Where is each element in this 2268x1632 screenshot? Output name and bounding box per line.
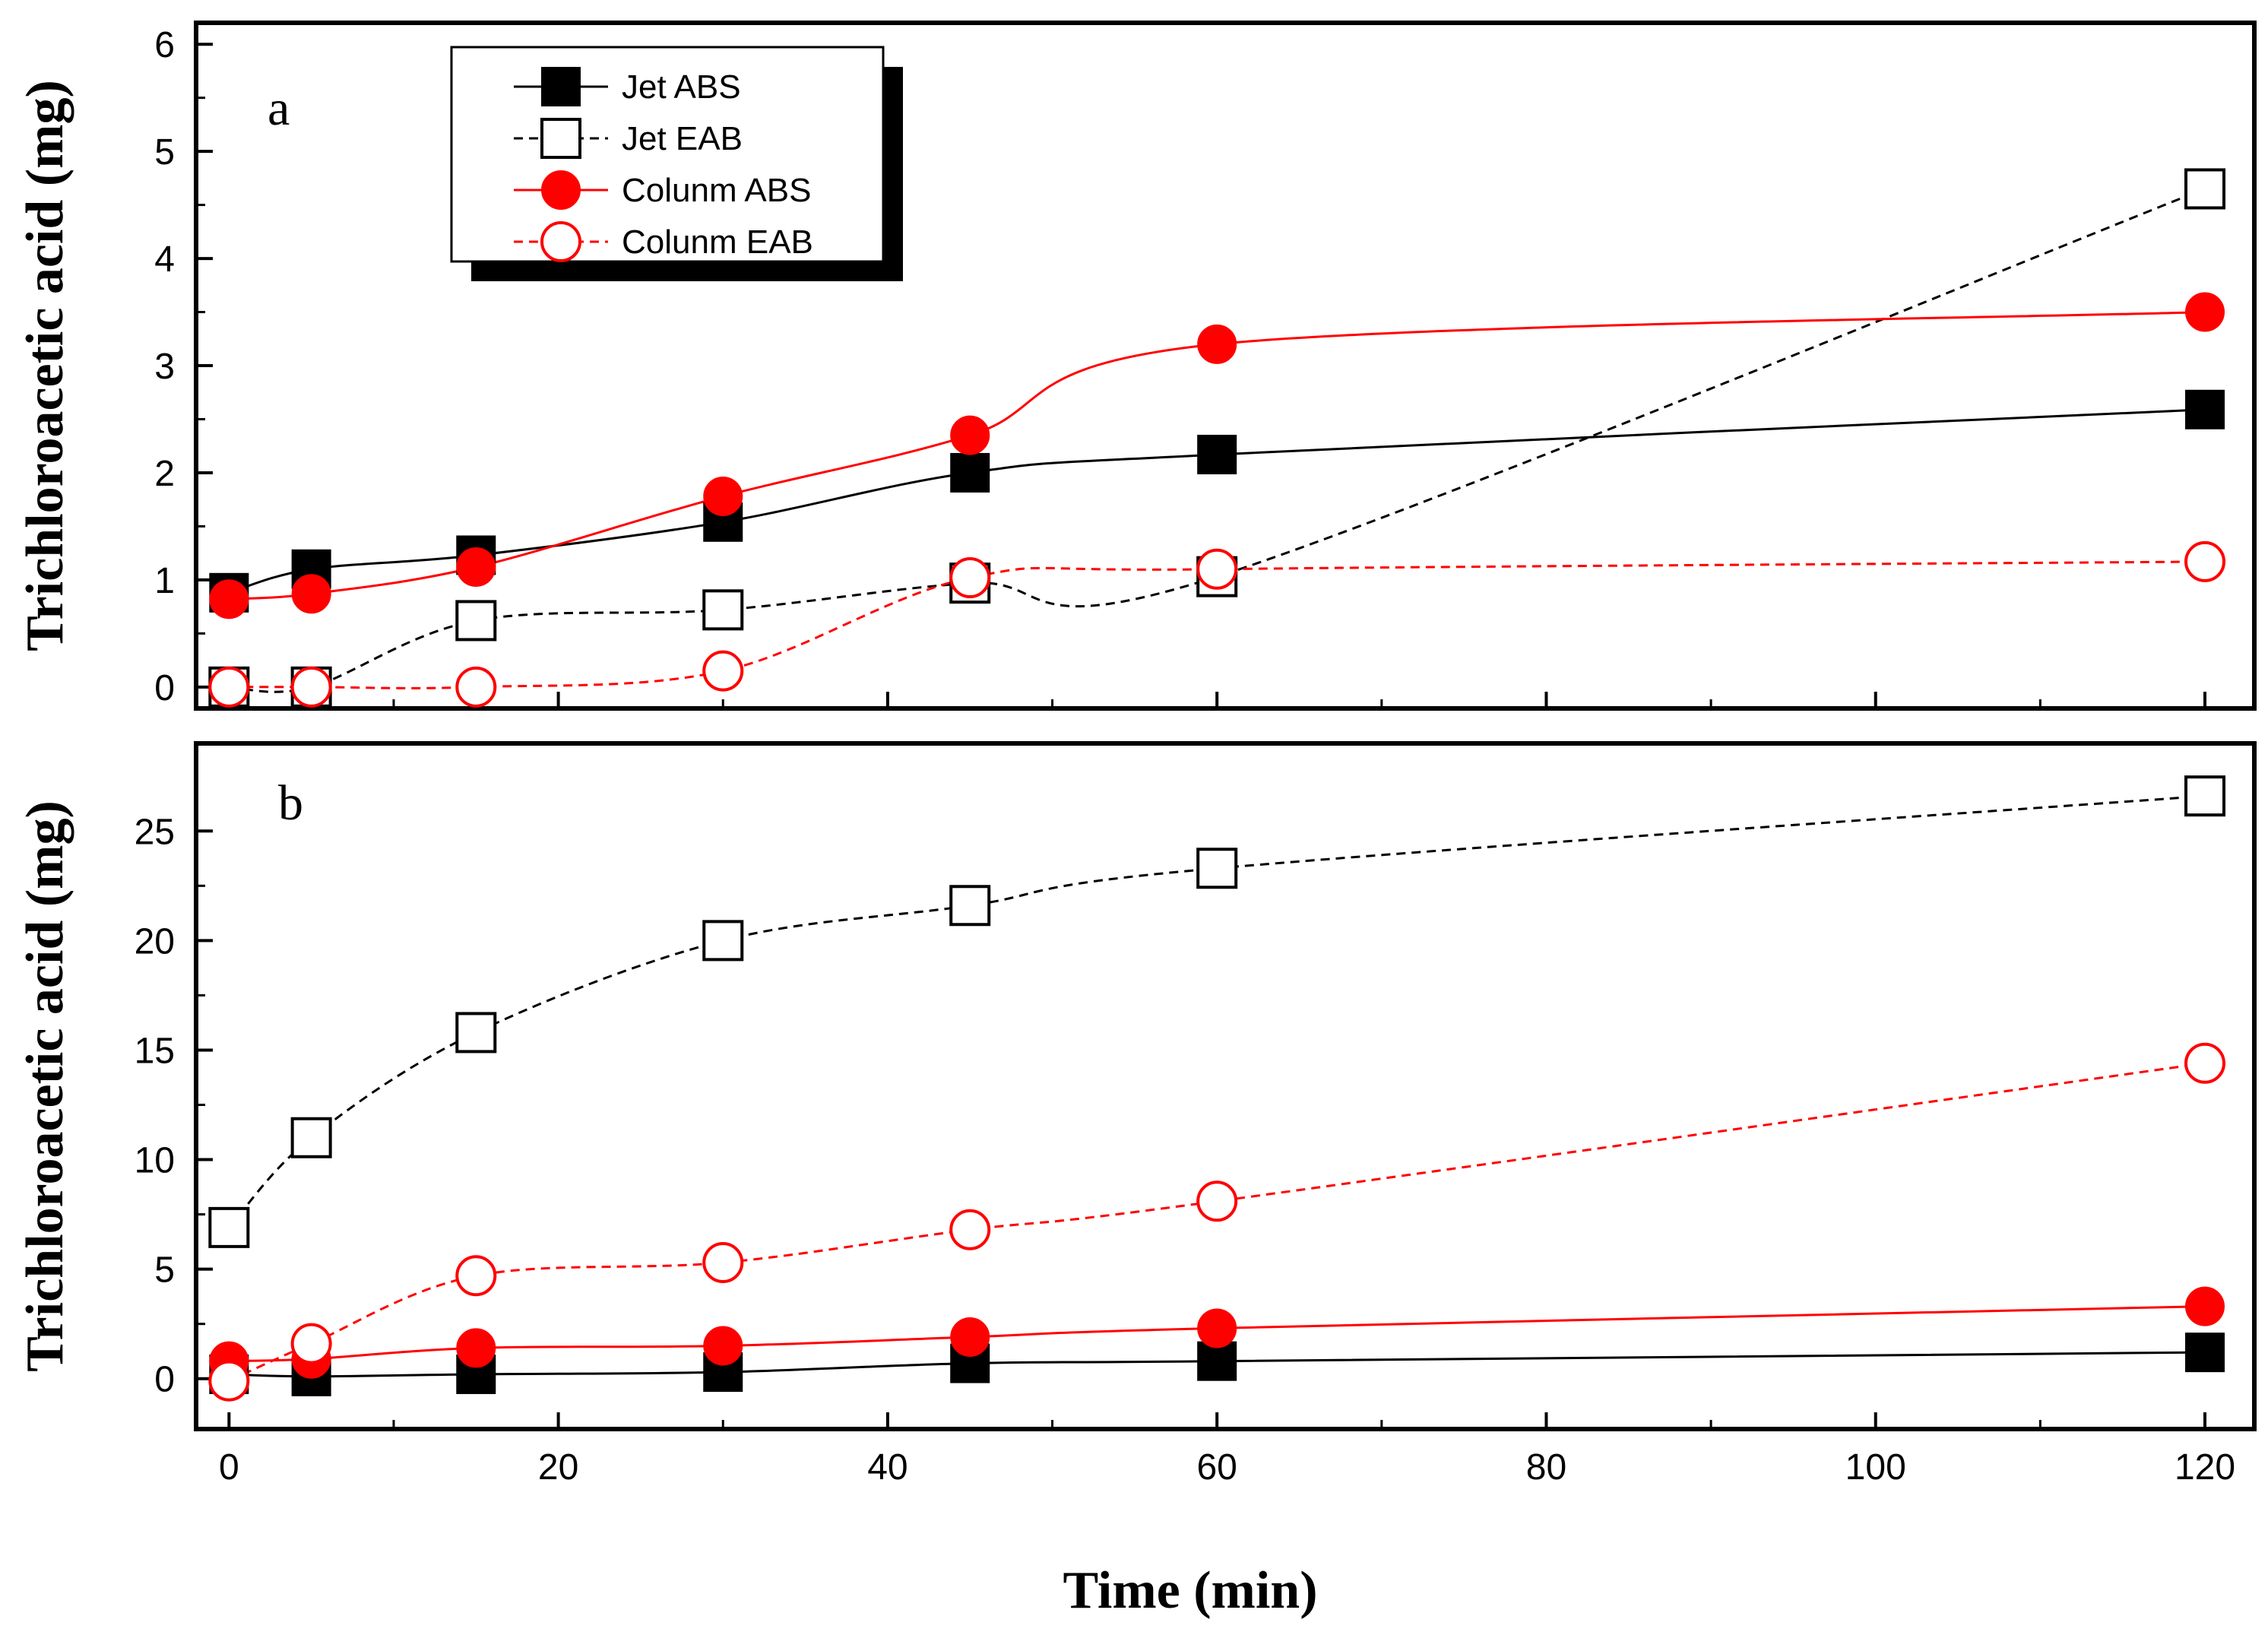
- panel-a-point-colunm-abs: [2185, 292, 2225, 332]
- panel-a-line-colunm-abs: [229, 311, 2206, 601]
- panel-b-point-colunm-abs: [2185, 1286, 2225, 1326]
- panel-b-x-tick-label: 120: [2175, 1447, 2235, 1488]
- panel-b-point-jet-eab: [455, 1012, 497, 1054]
- panel-b-point-colunm-abs: [456, 1328, 496, 1368]
- panel-b-point-colunm-eab: [702, 1241, 744, 1283]
- panel-a-point-colunm-eab: [208, 666, 250, 708]
- panel-a-point-colunm-eab: [455, 666, 497, 708]
- panel-a-y-tick-label: 4: [154, 239, 175, 280]
- panel-b-point-colunm-eab: [1196, 1180, 1238, 1222]
- panel-b-line-jet-eab: [228, 794, 2206, 1228]
- panel-a-point-colunm-eab: [290, 666, 332, 708]
- legend-box: [450, 46, 885, 263]
- x-axis-title: Time (min): [1063, 1561, 1317, 1620]
- legend-label-jet-abs: Jet ABS: [622, 68, 741, 106]
- panel-a-point-colunm-eab: [949, 557, 991, 599]
- panel-a-point-colunm-abs: [291, 574, 331, 614]
- panel-b-point-jet-eab: [702, 920, 744, 962]
- panel-b-y-tick-label: 5: [154, 1250, 175, 1291]
- panel-a-line-jet-eab: [229, 188, 2206, 693]
- panel-a-point-jet-abs: [2185, 389, 2225, 429]
- panel-b-x-tick-label: 20: [538, 1447, 578, 1488]
- panel-a-line-colunm-eab: [229, 560, 2206, 689]
- panel-b-markers: [208, 775, 2226, 1402]
- panel-a-y-tick-label: 0: [154, 668, 175, 708]
- panel-a-point-colunm-abs: [456, 547, 496, 587]
- panel-a-y-axis-title: Trichloroacetic acid (mg): [16, 80, 74, 651]
- legend: Jet ABS Jet EAB Colunm ABS Colunm EAB: [450, 46, 903, 281]
- legend-label-colunm-eab: Colunm EAB: [622, 223, 813, 261]
- panel-b-line-colunm-abs: [229, 1305, 2206, 1363]
- panel-b-x-tick-label: 0: [219, 1447, 239, 1488]
- panel-b-y-tick-label: 10: [135, 1141, 175, 1181]
- panel-b-y-tick-label: 15: [135, 1031, 175, 1071]
- panel-b-point-jet-eab: [949, 885, 991, 927]
- legend-marker-jet-eab: [540, 118, 581, 159]
- panel-b-frame: [194, 741, 2257, 1431]
- legend-marker-colunm-eab: [540, 221, 581, 262]
- panel-a-y-tick-label: 3: [154, 347, 175, 387]
- panel-a-point-colunm-eab: [702, 650, 744, 692]
- panel-a-y-tick-label: 5: [154, 132, 175, 173]
- panel-b-point-colunm-abs: [1197, 1308, 1237, 1348]
- panel-b-series-lines: [228, 794, 2206, 1382]
- panel-b-ticks: 0 20 40 60 80 100 120 0 5 10 15 20 25: [135, 812, 2235, 1488]
- panel-b-point-jet-abs: [1197, 1341, 1237, 1381]
- panel-b-point-colunm-abs: [950, 1317, 990, 1357]
- panel-b-point-jet-eab: [1196, 848, 1238, 889]
- panel-b-x-tick-label: 100: [1845, 1447, 1906, 1488]
- panel-b-point-colunm-eab: [455, 1255, 497, 1297]
- panel-a-point-jet-eab: [702, 589, 744, 631]
- panel-a-point-colunm-eab: [2184, 540, 2226, 582]
- panel-b-letter: b: [278, 775, 303, 831]
- panel-b-y-tick-label: 25: [135, 812, 175, 852]
- panel-b-point-colunm-eab: [290, 1323, 332, 1364]
- legend-marker-colunm-abs: [541, 170, 581, 210]
- panel-a-point-jet-abs: [1197, 434, 1237, 474]
- panel-a-point-colunm-abs: [1197, 324, 1237, 364]
- panel-b-y-axis-title: Trichloroacetic acid (mg): [16, 800, 74, 1372]
- panel-b-x-tick-label: 40: [867, 1447, 908, 1488]
- panel-b-point-jet-eab: [290, 1117, 332, 1158]
- panel-a-point-colunm-eab: [1196, 548, 1238, 590]
- legend-marker-jet-abs: [541, 67, 581, 106]
- panel-b-point-jet-abs: [2185, 1333, 2225, 1373]
- legend-entries: Jet ABS Jet EAB Colunm ABS Colunm EAB: [514, 67, 813, 262]
- panel-a: 0 1 2 3 4 5 6 a Jet ABS Jet EAB Colunm ABS Colunm…: [16, 21, 2257, 711]
- panel-b: 0 20 40 60 80 100 120 0 5 10 15 20 25 b Trichloroace…: [16, 741, 2257, 1488]
- panel-b-line-jet-abs: [229, 1351, 2206, 1378]
- legend-label-jet-eab: Jet EAB: [622, 120, 743, 157]
- panel-b-point-jet-eab: [208, 1206, 250, 1248]
- panel-a-markers: [208, 168, 2226, 708]
- panel-b-point-colunm-eab: [208, 1360, 250, 1402]
- panel-b-y-tick-label: 0: [154, 1360, 175, 1400]
- panel-b-point-colunm-abs: [703, 1326, 743, 1366]
- panel-b-point-colunm-eab: [2184, 1042, 2226, 1084]
- legend-label-colunm-abs: Colunm ABS: [622, 172, 811, 209]
- panel-b-y-tick-label: 20: [135, 921, 175, 962]
- panel-a-point-jet-eab: [455, 600, 497, 642]
- panel-a-point-colunm-abs: [950, 415, 990, 455]
- panel-a-letter: a: [268, 81, 290, 136]
- panel-a-point-jet-abs: [950, 452, 990, 493]
- panel-a-y-tick-label: 1: [154, 561, 175, 601]
- panel-a-point-colunm-abs: [703, 476, 743, 516]
- panel-b-point-jet-eab: [2184, 775, 2226, 817]
- panel-b-x-tick-label: 80: [1526, 1447, 1566, 1488]
- panel-b-x-tick-label: 60: [1196, 1447, 1237, 1488]
- panel-b-line-colunm-eab: [228, 1062, 2206, 1382]
- panel-a-series-lines: [228, 188, 2206, 693]
- panel-a-point-jet-eab: [2184, 168, 2226, 210]
- panel-a-y-tick-label: 2: [154, 454, 175, 494]
- panel-a-y-tick-label: 6: [154, 25, 175, 65]
- panel-b-point-colunm-eab: [949, 1209, 991, 1250]
- panel-a-ticks: 0 1 2 3 4 5 6: [154, 25, 2207, 708]
- panel-a-line-jet-abs: [228, 408, 2206, 594]
- panel-a-point-colunm-abs: [209, 579, 249, 620]
